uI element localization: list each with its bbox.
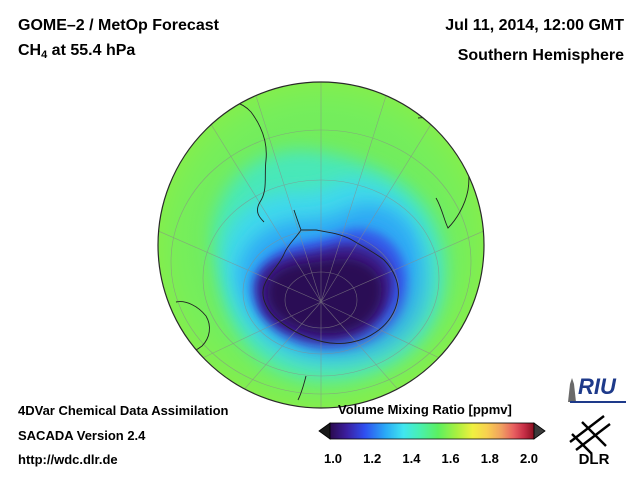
colorbar-tick-label: 1.4 (402, 451, 421, 466)
colorbar-tick-label: 1.6 (441, 451, 460, 466)
new-zealand-coast (297, 375, 307, 401)
footer-url: http://wdc.dlr.de (18, 452, 118, 467)
colorbar (318, 422, 546, 440)
riu-logo-text: RIU (578, 374, 617, 399)
dlr-symbol-icon (569, 415, 611, 455)
dlr-logo: DLR (569, 415, 611, 468)
colorbar-gradient (329, 422, 535, 440)
globe-outline (157, 81, 485, 409)
species-subscript: 4 (41, 49, 48, 61)
colorbar-title: Volume Mixing Ratio [ppmv] (338, 402, 512, 417)
forecast-date: Jul 11, 2014, 12:00 GMT (445, 17, 624, 34)
colorbar-tick-label: 1.0 (323, 451, 343, 466)
pressure-level: at 55.4 hPa (47, 42, 136, 59)
title-line-1: GOME–2 / MetOp Forecast (18, 17, 219, 34)
footer-version: SACADA Version 2.4 (18, 428, 146, 443)
colorbar-tick-label: 1.2 (363, 451, 382, 466)
dlr-logo-text: DLR (579, 451, 610, 468)
antarctica-coast (262, 229, 399, 344)
colorbar-tick-label: 1.8 (480, 451, 499, 466)
antarctic-peninsula (293, 209, 302, 231)
riu-tower-icon (568, 378, 576, 402)
title-line-2: CH4 at 55.4 hPa (18, 42, 135, 61)
colorbar-tick-label: 2.0 (519, 451, 539, 466)
hemisphere-label: Southern Hemisphere (457, 47, 624, 64)
footer-assimilation: 4DVar Chemical Data Assimilation (18, 403, 229, 418)
colorbar-high-arrow (533, 422, 546, 440)
riu-logo: RIU (568, 374, 626, 403)
colorbar-low-arrow (318, 422, 331, 440)
species-name: CH (18, 42, 42, 59)
polar-map (157, 81, 485, 409)
